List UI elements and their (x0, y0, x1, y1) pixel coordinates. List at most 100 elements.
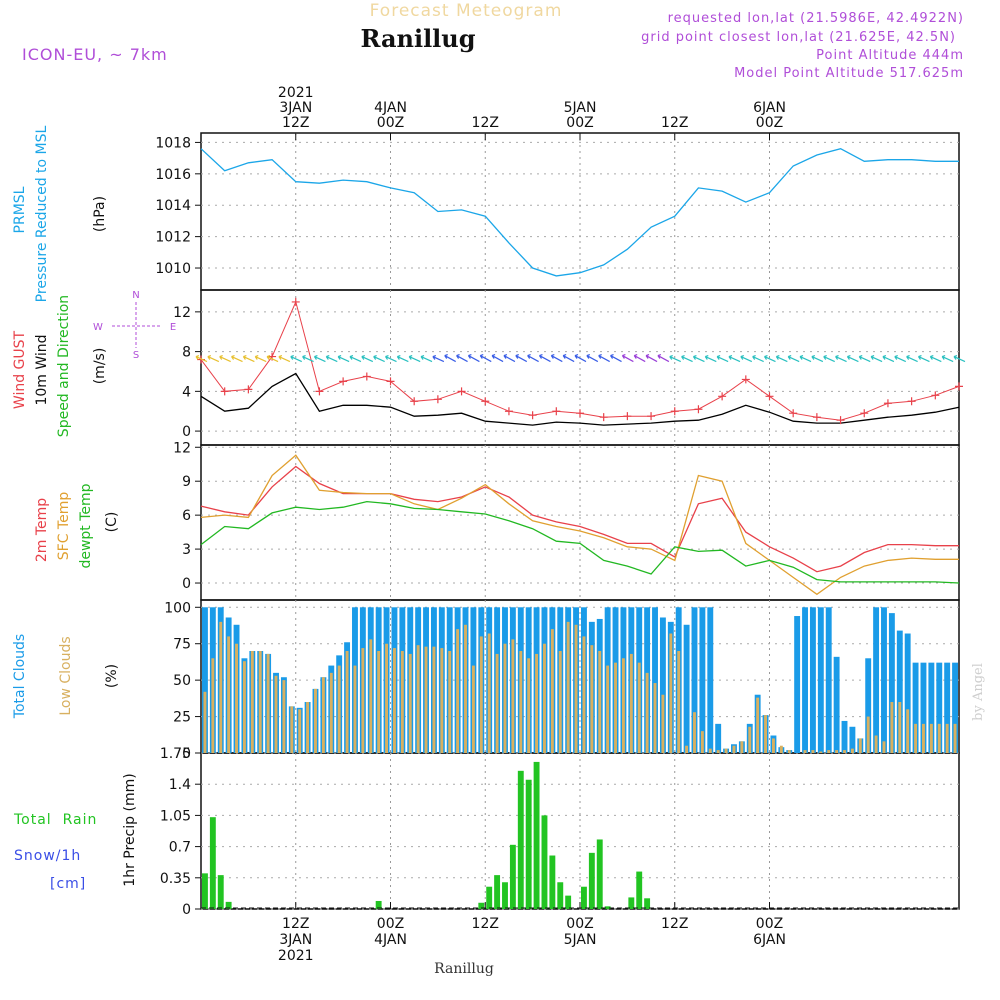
total-cloud-bar (683, 624, 690, 753)
total-cloud-bar (920, 662, 927, 753)
rain-bar (502, 882, 508, 909)
y-tick-label: 4 (182, 384, 191, 400)
wind-direction-arrow (953, 354, 966, 363)
total-cloud-bar (849, 726, 856, 753)
low-cloud-bar (290, 706, 294, 753)
y-tick-label: 0 (182, 576, 191, 592)
rain-bar (375, 900, 382, 909)
low-cloud-bar (487, 633, 491, 753)
snow-unit-label: [cm] (50, 876, 86, 892)
top-time-label: 12Z (661, 115, 688, 131)
low-cloud-bar (574, 624, 578, 753)
wind-direction-arrow (444, 353, 457, 363)
model-label: ICON-EU, ~ 7km (22, 45, 168, 64)
gust-marker (410, 397, 419, 406)
top-time-label: 12Z (472, 115, 499, 131)
precip-labels: Total Rain Snow/1h [cm] 1hr Precip (mm) (13, 773, 138, 892)
low-cloud-bar (408, 653, 412, 753)
total-cloud-bar (841, 720, 848, 753)
footer-station: Ranillug (434, 961, 494, 977)
gust-marker (386, 377, 395, 386)
low-cloud-bar (645, 672, 649, 753)
wind-direction-arrow (787, 354, 800, 363)
low-cloud-bar (361, 648, 365, 753)
bottom-time-label: 5JAN (564, 932, 597, 948)
low-cloud-bar (306, 702, 310, 753)
wind-direction-arrow (775, 354, 788, 363)
rain-bar (209, 817, 216, 909)
wind-direction-arrow (515, 353, 528, 363)
low-cloud-bar (258, 651, 262, 753)
wind-direction-arrow (835, 354, 847, 363)
y-tick-label: 25 (173, 710, 191, 726)
low-cloud-bar (519, 651, 523, 753)
wind-direction-arrow (929, 354, 942, 363)
plot-layer: 1010101210141016101804812036912025507510… (155, 85, 966, 964)
wind-direction-arrow (870, 354, 883, 363)
gust-marker (765, 392, 774, 401)
top-time-label: 5JAN (564, 100, 597, 116)
low-cloud-bar (598, 651, 602, 753)
wind-direction-arrow (728, 354, 741, 363)
top-time-label: 2021 (278, 85, 314, 101)
bottom-time-label: 12Z (472, 916, 499, 932)
low-cloud-bar (945, 723, 949, 753)
grid-point-coords: grid point closest lon,lat (21.625E, 42.… (641, 30, 956, 45)
low-cloud-bar (827, 750, 831, 753)
y-tick-label: 1.75 (160, 746, 191, 762)
top-time-label: 6JAN (753, 100, 786, 116)
low-cloud-bar (203, 691, 207, 753)
wind-direction-arrow (562, 353, 575, 363)
rain-bar (588, 852, 595, 909)
low-cloud-bar (929, 723, 933, 753)
low-cloud-bar (819, 751, 823, 753)
rain-bar (549, 855, 556, 909)
compass-rose: N S W E (93, 290, 176, 361)
bottom-time-label: 3JAN (279, 932, 312, 948)
gust-marker (291, 297, 300, 306)
low-cloud-bar (693, 712, 696, 753)
low-cloud-label: Low Clouds (58, 636, 74, 715)
wind-direction-arrow (846, 354, 859, 363)
wind-direction-arrow (657, 353, 670, 363)
total-cloud-bar (888, 613, 895, 753)
y-tick-label: 0 (182, 746, 191, 762)
compass-w: W (93, 322, 103, 333)
wind-direction-arrow (586, 353, 599, 363)
rain-bar (557, 882, 564, 909)
total-cloud-bar (809, 607, 816, 753)
wind-direction-arrow (704, 354, 717, 363)
total-cloud-bar (817, 607, 824, 753)
rain-bar (478, 902, 485, 909)
wind-direction-arrow (385, 354, 397, 363)
wind-direction-arrow (633, 353, 646, 363)
wind-direction-arrow (266, 354, 279, 363)
y-tick-label: 1.05 (160, 808, 191, 824)
wind-direction-arrow (894, 354, 907, 363)
station-title: Ranillug (360, 24, 475, 53)
cloud-labels: Total Clouds Low Clouds (%) (12, 634, 120, 719)
low-cloud-bar (764, 715, 767, 753)
total-cloud-bar (707, 607, 714, 753)
wind-direction-arrow (396, 354, 409, 363)
total-cloud-bar (944, 662, 951, 753)
total-cloud-bar (699, 607, 706, 753)
dewpoint-label: dewpt Temp (78, 483, 94, 568)
panel-1: 0 4 8 12 (173, 289, 960, 446)
rain-bar (509, 844, 516, 909)
low-cloud-bar (274, 675, 278, 753)
wind-direction-arrow (917, 354, 930, 363)
gust-marker (433, 395, 442, 404)
wind-direction-arrow (325, 354, 338, 363)
point-altitude: Point Altitude 444m (816, 48, 964, 63)
rain-bar (525, 779, 532, 909)
wind-unit: (m/s) (92, 348, 108, 385)
temp-2m-line (200, 465, 959, 573)
gust-marker (504, 407, 513, 416)
wind-direction-arrow (242, 354, 255, 363)
low-cloud-bar (748, 726, 752, 753)
gust-marker (907, 397, 916, 406)
gust-marker (315, 387, 324, 396)
low-cloud-bar (866, 716, 870, 753)
wind-direction-arrow (503, 353, 516, 363)
